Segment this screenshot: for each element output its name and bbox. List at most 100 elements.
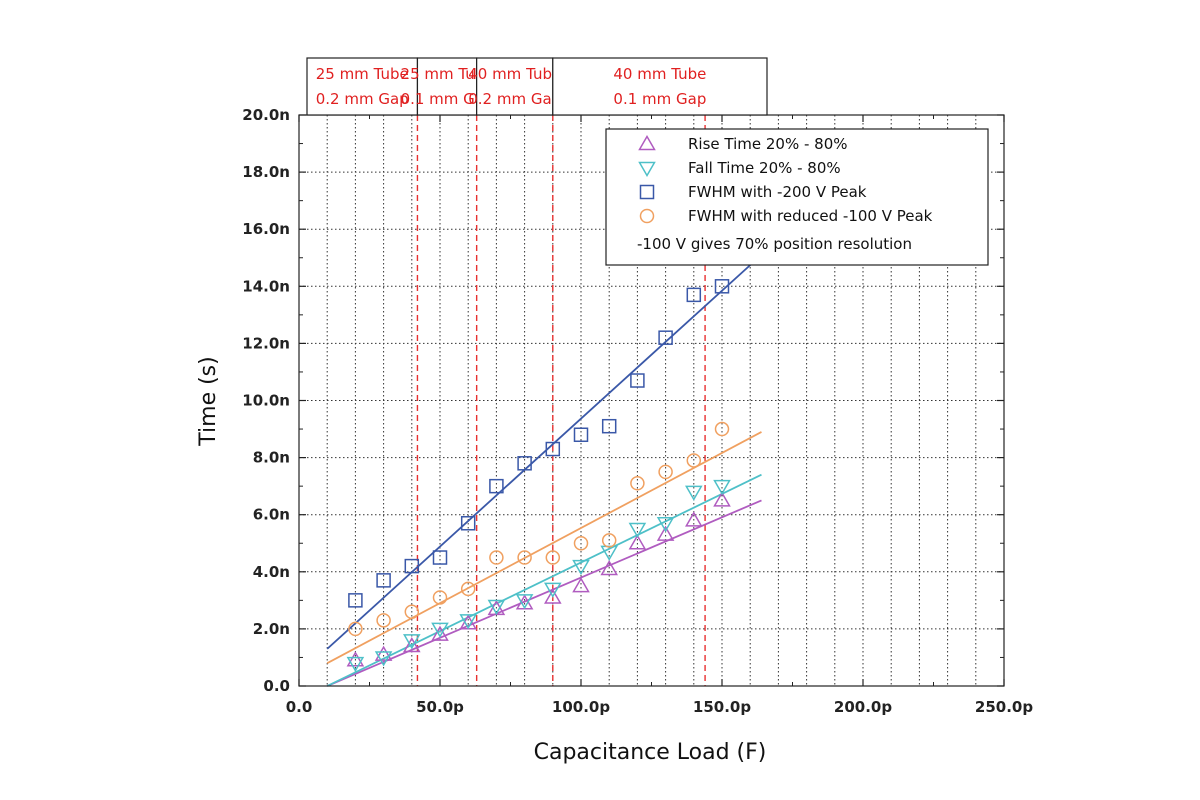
y-tick-label: 8.0n xyxy=(253,449,290,467)
data-point xyxy=(658,330,673,345)
data-point xyxy=(600,559,618,576)
data-point xyxy=(346,651,365,667)
data-point xyxy=(515,594,534,610)
data-point xyxy=(404,604,420,620)
legend-marker xyxy=(639,208,655,224)
x-tick-label: 150.0p xyxy=(693,698,751,716)
region-label-box xyxy=(306,57,419,116)
data-point xyxy=(686,453,702,468)
data-point xyxy=(403,637,421,653)
axis-ticks xyxy=(298,114,1005,687)
data-point xyxy=(403,634,421,650)
fit-line xyxy=(326,473,762,687)
legend-marker xyxy=(638,134,656,151)
region-label-line1: 40 mm Tube xyxy=(468,65,561,83)
x-tick-label: 200.0p xyxy=(834,698,892,716)
x-tick-label: 100.0p xyxy=(552,698,610,716)
x-axis-title: Capacitance Load (F) xyxy=(534,740,767,765)
y-tick-label: 4.0n xyxy=(253,563,290,581)
region-label-box xyxy=(416,57,478,116)
region-label-line1: 25 mm Tube xyxy=(401,65,494,83)
fit-line xyxy=(326,254,763,650)
data-point xyxy=(544,582,562,598)
data-point xyxy=(431,625,449,641)
data-point xyxy=(630,373,645,388)
x-tick-label: 0.0 xyxy=(286,698,313,716)
data-point xyxy=(573,427,589,443)
data-point xyxy=(630,476,645,491)
data-points xyxy=(346,279,731,673)
data-point xyxy=(348,593,363,608)
region-labels: 25 mm Tube 0.2 mm Gap 25 mm Tube 0.1 mm Gap… xyxy=(306,57,768,116)
data-point xyxy=(658,464,673,480)
region-label-line2: 0.2 mm Gap xyxy=(468,90,561,108)
region-label-line2: 0.1 mm Gap xyxy=(613,90,706,108)
data-point xyxy=(601,533,617,548)
data-point xyxy=(545,441,561,457)
data-point xyxy=(545,550,561,565)
data-point xyxy=(713,479,731,496)
data-point xyxy=(628,534,647,550)
data-point xyxy=(460,516,476,531)
region-label-box xyxy=(476,57,554,116)
legend-marker xyxy=(638,161,656,178)
y-tick-label: 16.0n xyxy=(242,220,290,238)
fit-line xyxy=(326,499,762,687)
data-point xyxy=(376,573,391,588)
data-point xyxy=(517,550,532,565)
region-label: 25 mm Tube 0.1 mm Gap xyxy=(401,57,494,116)
legend-label: Fall Time 20% - 80% xyxy=(688,159,841,177)
region-label-line1: 40 mm Tube xyxy=(613,65,706,83)
y-tick-label: 6.0n xyxy=(253,506,290,524)
legend: Rise Time 20% - 80% Fall Time 20% - 80% FW… xyxy=(605,128,989,266)
legend-marker xyxy=(639,184,655,200)
data-point xyxy=(431,622,449,638)
region-label: 40 mm Tube 0.2 mm Gap xyxy=(468,57,561,116)
data-point xyxy=(601,418,617,434)
fit-lines xyxy=(326,254,763,687)
y-tick-label: 0.0 xyxy=(263,677,290,695)
data-point xyxy=(374,651,393,667)
legend-box xyxy=(605,128,989,266)
data-point xyxy=(628,522,647,538)
x-tick-label: 50.0p xyxy=(416,698,464,716)
data-point xyxy=(432,590,448,605)
data-point xyxy=(432,550,448,565)
data-point xyxy=(656,517,675,533)
legend-label: FWHM with reduced -100 V Peak xyxy=(688,207,933,225)
data-point xyxy=(572,577,590,593)
y-tick-label: 10.0n xyxy=(242,392,290,410)
legend-label: FWHM with -200 V Peak xyxy=(688,183,867,201)
data-point xyxy=(714,279,730,294)
data-point xyxy=(459,614,477,630)
data-point xyxy=(376,613,391,628)
region-label-line2: 0.1 mm Gap xyxy=(401,90,494,108)
data-point xyxy=(685,485,703,501)
data-point xyxy=(346,656,365,673)
region-label-line2: 0.2 mm Gap xyxy=(316,90,409,108)
data-point xyxy=(374,645,393,661)
y-tick-label: 20.0n xyxy=(242,106,290,124)
y-tick-label: 12.0n xyxy=(242,334,290,352)
y-axis-title: Time (s) xyxy=(196,356,221,446)
data-point xyxy=(489,550,504,565)
legend-note: -100 V gives 70% position resolution xyxy=(637,235,912,253)
y-tick-label: 18.0n xyxy=(242,163,290,181)
data-point xyxy=(656,525,675,541)
data-point xyxy=(460,581,476,597)
data-point xyxy=(572,559,590,576)
legend-label: Rise Time 20% - 80% xyxy=(688,135,848,153)
data-point xyxy=(713,491,731,507)
data-point xyxy=(489,478,504,494)
data-point xyxy=(517,456,532,471)
data-point xyxy=(487,599,506,616)
data-point xyxy=(348,621,363,637)
region-label-box xyxy=(552,57,768,116)
region-label: 25 mm Tube 0.2 mm Gap xyxy=(306,57,419,116)
data-point xyxy=(544,588,562,604)
data-point xyxy=(714,421,730,437)
y-tick-label: 2.0n xyxy=(253,620,290,638)
region-label: 40 mm Tube 0.1 mm Gap xyxy=(552,57,768,116)
data-point xyxy=(685,511,703,527)
